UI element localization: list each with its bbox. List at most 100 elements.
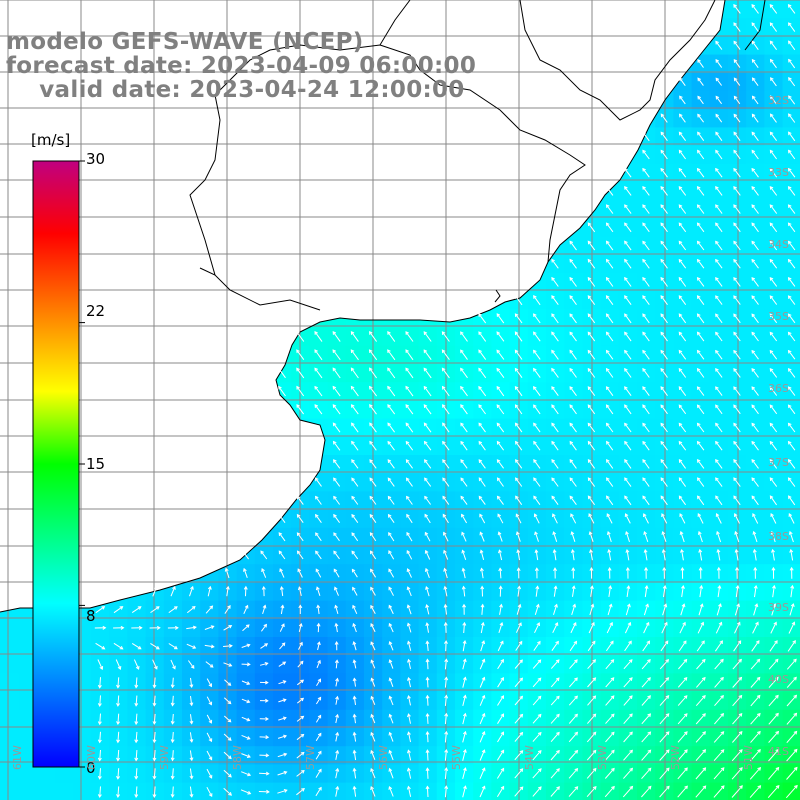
colorbar-unit: [m/s] — [31, 131, 71, 149]
wind-arrow-head — [587, 349, 592, 354]
wind-arrow — [642, 277, 650, 287]
wind-arrow — [751, 150, 759, 160]
wind-arrow — [642, 368, 650, 378]
wind-arrow-head — [350, 367, 355, 372]
wind-arrow — [660, 295, 668, 305]
wind-arrow — [733, 277, 741, 287]
wind-arrow — [624, 386, 632, 396]
wind-arrow — [387, 386, 396, 397]
wind-arrow-head — [332, 385, 337, 390]
wind-arrow — [514, 331, 523, 342]
wind-arrow-head — [696, 186, 701, 190]
wind-arrow-head — [387, 385, 391, 390]
wind-arrow — [369, 386, 378, 397]
wind-arrow-head — [642, 386, 646, 390]
wind-arrow-head — [314, 367, 318, 372]
wind-arrow-head — [605, 258, 610, 263]
wind-arrow — [733, 4, 741, 14]
wind-arrow-head — [696, 349, 701, 354]
wind-arrow — [624, 186, 632, 196]
wind-arrow — [624, 277, 632, 287]
wind-arrow-head — [296, 404, 300, 408]
wind-arrow — [642, 204, 650, 214]
wind-arrow — [387, 331, 396, 342]
wind-arrow — [642, 386, 650, 396]
wind-arrow — [788, 59, 796, 69]
wind-arrow — [751, 386, 759, 396]
wind-arrow-head — [642, 367, 646, 372]
wind-arrow-head — [350, 349, 355, 354]
wind-arrow-head — [769, 386, 774, 390]
field-cell — [782, 254, 800, 274]
wind-arrow-head — [296, 367, 300, 372]
wind-arrow — [697, 241, 705, 251]
wind-arrow — [332, 331, 341, 342]
wind-arrow — [660, 259, 668, 269]
wind-arrow-head — [788, 40, 792, 45]
wind-arrow-head — [751, 349, 756, 354]
wind-arrow — [751, 277, 759, 287]
wind-arrow-head — [660, 349, 665, 354]
wind-arrow-head — [551, 313, 555, 318]
wind-arrow-head — [605, 186, 610, 190]
wind-arrow — [587, 332, 596, 342]
wind-arrow-head — [751, 40, 756, 45]
wind-arrow — [587, 295, 596, 305]
wind-arrow — [533, 295, 541, 306]
wind-arrow-head — [551, 331, 555, 336]
wind-arrow — [642, 295, 650, 305]
wind-arrow — [678, 150, 687, 160]
wind-arrow-head — [350, 385, 355, 390]
wind-arrow-head — [624, 276, 628, 281]
wind-arrow — [697, 295, 705, 305]
wind-arrow — [697, 332, 705, 342]
wind-arrow-head — [587, 258, 592, 263]
wind-arrow-head — [533, 386, 537, 390]
wind-arrow — [751, 204, 759, 214]
wind-arrow — [514, 313, 523, 324]
wind-arrow — [551, 295, 559, 305]
wind-arrow — [514, 386, 523, 397]
wind-arrow — [678, 168, 687, 178]
wind-arrow — [624, 222, 632, 233]
wind-arrow-head — [769, 40, 774, 45]
wind-arrow-head — [715, 59, 720, 63]
colorbar-tick-label: 22 — [86, 302, 106, 320]
wind-arrow-head — [788, 131, 792, 136]
field-cell — [782, 163, 800, 183]
wind-arrow — [697, 168, 705, 178]
wind-arrow-head — [751, 295, 756, 299]
field-cell — [782, 436, 800, 456]
wind-arrow — [369, 331, 378, 342]
wind-arrow — [624, 313, 632, 324]
lat-label: 37S — [768, 456, 789, 469]
wind-arrow-head — [751, 186, 756, 190]
wind-arrow — [788, 350, 796, 360]
wind-arrow-head — [733, 59, 738, 63]
field-cell — [0, 691, 19, 711]
wind-arrow — [442, 386, 450, 397]
wind-arrow — [733, 313, 741, 324]
wind-arrow-head — [624, 367, 628, 372]
wind-arrow — [606, 332, 614, 342]
wind-arrow-head — [733, 258, 737, 263]
wind-arrow-head — [605, 240, 610, 245]
wind-arrow-head — [624, 386, 628, 390]
wind-arrow-head — [679, 95, 683, 100]
wind-arrow-head — [551, 295, 555, 299]
wind-arrow-head — [715, 77, 720, 82]
lat-label: 32S — [768, 94, 789, 107]
wind-arrow-head — [587, 331, 592, 336]
wind-arrow — [587, 241, 596, 251]
wind-arrow — [660, 150, 668, 160]
wind-arrow — [697, 386, 705, 396]
wind-arrow — [733, 186, 741, 196]
colorbar — [32, 160, 80, 768]
wind-arrow — [496, 368, 505, 378]
wind-arrow-head — [678, 149, 683, 154]
wind-arrow — [769, 259, 778, 269]
wind-arrow — [715, 204, 723, 214]
wind-arrow-head — [751, 386, 756, 390]
field-cell — [0, 709, 19, 729]
wind-arrow-head — [678, 276, 683, 281]
